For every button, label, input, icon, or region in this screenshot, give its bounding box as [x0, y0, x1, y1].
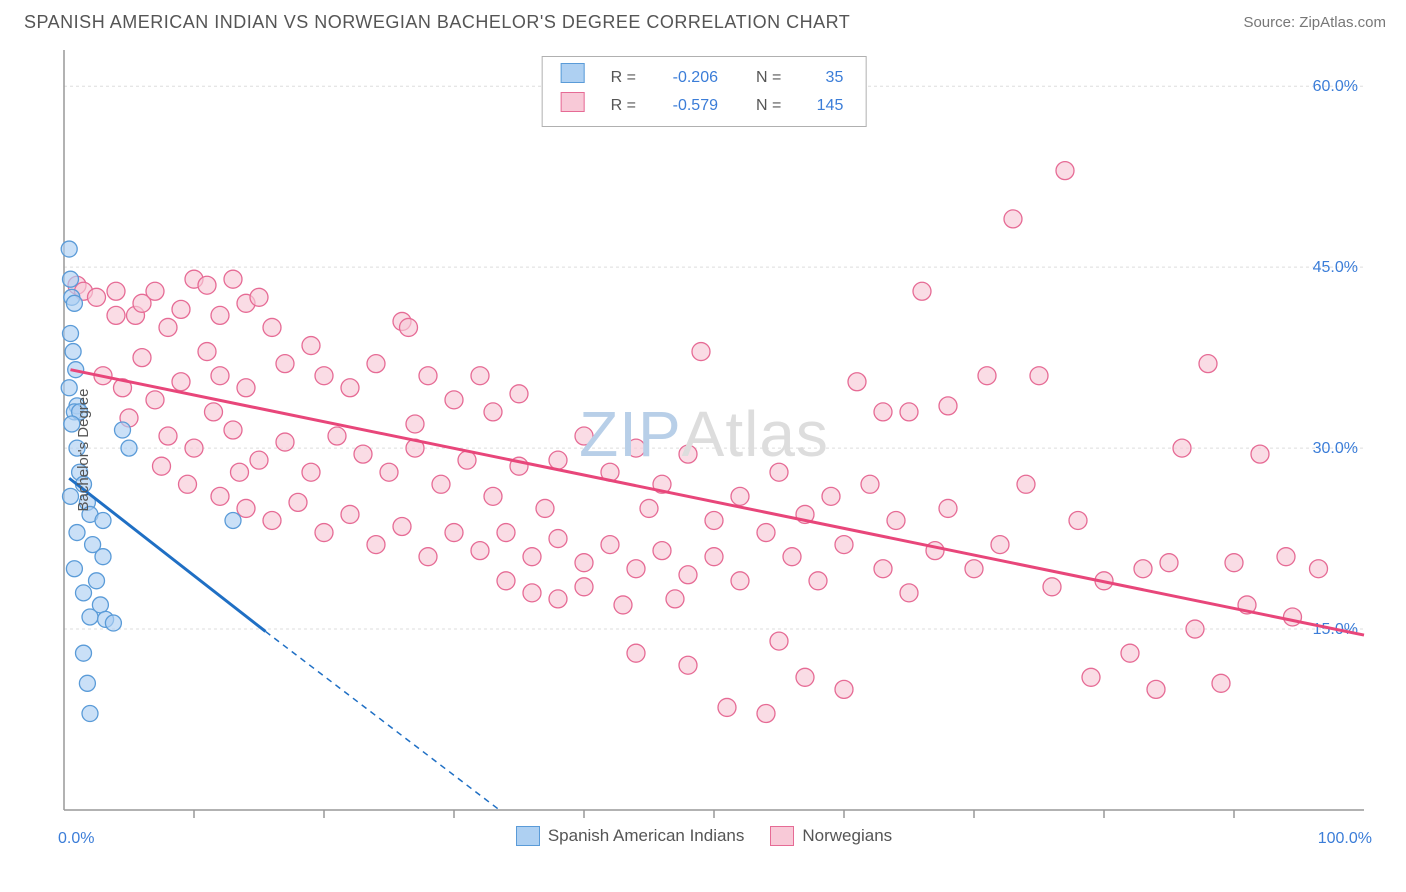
y-axis-label: Bachelor's Degree — [75, 389, 92, 512]
chart-title: SPANISH AMERICAN INDIAN VS NORWEGIAN BAC… — [24, 12, 850, 33]
legend-series: Spanish American Indians Norwegians — [24, 826, 1384, 846]
legend-item-norwegian: Norwegians — [770, 826, 892, 846]
x-axis-min-label: 0.0% — [58, 830, 94, 848]
chart-header: SPANISH AMERICAN INDIAN VS NORWEGIAN BAC… — [0, 0, 1406, 41]
legend-item-spanish: Spanish American Indians — [516, 826, 745, 846]
chart-area: ZIPAtlas Bachelor's Degree 15.0%30.0%45.… — [24, 50, 1384, 850]
chart-source: Source: ZipAtlas.com — [1243, 14, 1386, 31]
svg-text:60.0%: 60.0% — [1313, 78, 1358, 95]
svg-text:30.0%: 30.0% — [1313, 440, 1358, 457]
scatter-plot: 15.0%30.0%45.0%60.0% — [24, 50, 1384, 850]
legend-stats: R =-0.206N =35R =-0.579N =145 — [542, 56, 867, 127]
svg-text:45.0%: 45.0% — [1313, 259, 1358, 276]
x-axis-max-label: 100.0% — [1318, 830, 1372, 848]
